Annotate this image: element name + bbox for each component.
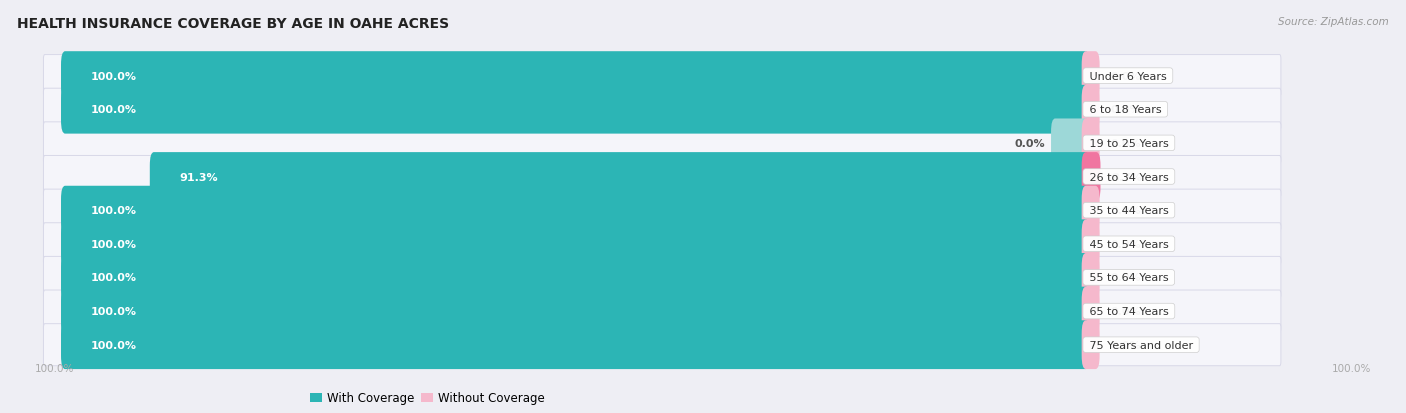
Text: 0.0%: 0.0% bbox=[1014, 138, 1045, 149]
FancyBboxPatch shape bbox=[44, 156, 1281, 198]
Text: 8.7%: 8.7% bbox=[1112, 172, 1143, 182]
FancyBboxPatch shape bbox=[44, 190, 1281, 232]
Text: Source: ZipAtlas.com: Source: ZipAtlas.com bbox=[1278, 17, 1389, 26]
FancyBboxPatch shape bbox=[44, 290, 1281, 332]
FancyBboxPatch shape bbox=[1081, 85, 1099, 134]
Text: 0.0%: 0.0% bbox=[1111, 71, 1142, 81]
Text: 100.0%: 100.0% bbox=[90, 306, 136, 316]
Text: 100.0%: 100.0% bbox=[90, 273, 136, 283]
FancyBboxPatch shape bbox=[44, 257, 1281, 299]
Text: 55 to 64 Years: 55 to 64 Years bbox=[1085, 273, 1171, 283]
Text: 100.0%: 100.0% bbox=[90, 340, 136, 350]
Text: 0.0%: 0.0% bbox=[1111, 340, 1142, 350]
FancyBboxPatch shape bbox=[44, 89, 1281, 131]
FancyBboxPatch shape bbox=[1081, 287, 1099, 336]
Text: 100.0%: 100.0% bbox=[90, 206, 136, 216]
FancyBboxPatch shape bbox=[1052, 119, 1090, 168]
Text: 0.0%: 0.0% bbox=[1111, 306, 1142, 316]
FancyBboxPatch shape bbox=[150, 153, 1090, 202]
Legend: With Coverage, Without Coverage: With Coverage, Without Coverage bbox=[311, 392, 544, 404]
FancyBboxPatch shape bbox=[44, 123, 1281, 164]
FancyBboxPatch shape bbox=[44, 223, 1281, 265]
FancyBboxPatch shape bbox=[1081, 153, 1101, 202]
Text: HEALTH INSURANCE COVERAGE BY AGE IN OAHE ACRES: HEALTH INSURANCE COVERAGE BY AGE IN OAHE… bbox=[17, 17, 449, 31]
FancyBboxPatch shape bbox=[44, 55, 1281, 97]
FancyBboxPatch shape bbox=[1081, 220, 1099, 268]
FancyBboxPatch shape bbox=[60, 52, 1090, 101]
FancyBboxPatch shape bbox=[60, 254, 1090, 302]
Text: 0.0%: 0.0% bbox=[1111, 105, 1142, 115]
Text: 100.0%: 100.0% bbox=[35, 363, 75, 373]
FancyBboxPatch shape bbox=[60, 220, 1090, 268]
Text: Under 6 Years: Under 6 Years bbox=[1085, 71, 1170, 81]
Text: 65 to 74 Years: 65 to 74 Years bbox=[1085, 306, 1173, 316]
Text: 0.0%: 0.0% bbox=[1111, 273, 1142, 283]
Text: 6 to 18 Years: 6 to 18 Years bbox=[1085, 105, 1164, 115]
Text: 0.0%: 0.0% bbox=[1111, 239, 1142, 249]
Text: 0.0%: 0.0% bbox=[1111, 206, 1142, 216]
Text: 100.0%: 100.0% bbox=[90, 71, 136, 81]
Text: 26 to 34 Years: 26 to 34 Years bbox=[1085, 172, 1173, 182]
FancyBboxPatch shape bbox=[60, 320, 1090, 369]
FancyBboxPatch shape bbox=[1081, 119, 1099, 168]
Text: 35 to 44 Years: 35 to 44 Years bbox=[1085, 206, 1173, 216]
Text: 0.0%: 0.0% bbox=[1111, 138, 1142, 149]
FancyBboxPatch shape bbox=[60, 85, 1090, 134]
FancyBboxPatch shape bbox=[1081, 52, 1099, 101]
Text: 91.3%: 91.3% bbox=[180, 172, 218, 182]
Text: 100.0%: 100.0% bbox=[90, 239, 136, 249]
Text: 100.0%: 100.0% bbox=[90, 105, 136, 115]
FancyBboxPatch shape bbox=[1081, 186, 1099, 235]
Text: 75 Years and older: 75 Years and older bbox=[1085, 340, 1197, 350]
FancyBboxPatch shape bbox=[44, 324, 1281, 366]
FancyBboxPatch shape bbox=[1081, 320, 1099, 369]
Text: 19 to 25 Years: 19 to 25 Years bbox=[1085, 138, 1173, 149]
Text: 45 to 54 Years: 45 to 54 Years bbox=[1085, 239, 1173, 249]
FancyBboxPatch shape bbox=[1081, 254, 1099, 302]
FancyBboxPatch shape bbox=[60, 287, 1090, 336]
Text: 100.0%: 100.0% bbox=[1331, 363, 1371, 373]
FancyBboxPatch shape bbox=[60, 186, 1090, 235]
